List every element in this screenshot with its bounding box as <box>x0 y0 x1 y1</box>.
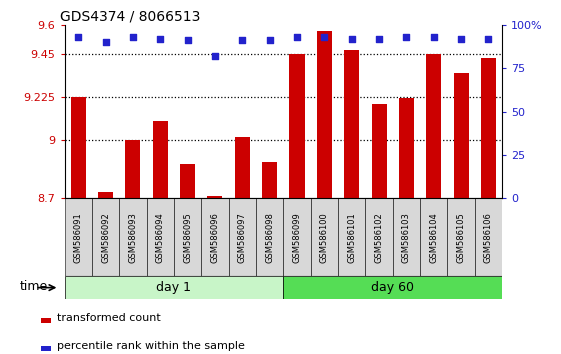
Point <box>320 34 329 40</box>
Bar <box>311 198 338 276</box>
Bar <box>481 58 496 198</box>
Text: GSM586093: GSM586093 <box>128 212 137 263</box>
Bar <box>283 276 502 299</box>
Bar <box>119 198 146 276</box>
Bar <box>234 137 250 198</box>
Text: GSM586106: GSM586106 <box>484 212 493 263</box>
Text: GSM586095: GSM586095 <box>183 212 192 263</box>
Point <box>101 39 110 45</box>
Text: GSM586104: GSM586104 <box>429 212 438 263</box>
Bar <box>153 121 168 198</box>
Text: GDS4374 / 8066513: GDS4374 / 8066513 <box>60 10 200 24</box>
Point <box>210 53 219 59</box>
Point <box>347 36 356 41</box>
Point <box>292 34 301 40</box>
Point <box>73 34 82 40</box>
Bar <box>201 198 229 276</box>
Text: GSM586099: GSM586099 <box>292 212 301 263</box>
Bar <box>393 198 420 276</box>
Text: GSM586101: GSM586101 <box>347 212 356 263</box>
Bar <box>371 104 387 198</box>
Bar <box>453 73 468 198</box>
Bar <box>365 198 393 276</box>
Text: GSM586102: GSM586102 <box>375 212 384 263</box>
Text: GSM586100: GSM586100 <box>320 212 329 263</box>
Text: GSM586103: GSM586103 <box>402 212 411 263</box>
Text: GSM586092: GSM586092 <box>101 212 110 263</box>
Bar <box>65 276 283 299</box>
Bar <box>475 198 502 276</box>
Bar <box>41 346 52 352</box>
Bar <box>71 97 86 198</box>
Bar <box>92 198 119 276</box>
Point <box>128 34 137 40</box>
Bar <box>338 198 365 276</box>
Point <box>457 36 466 41</box>
Point <box>238 38 247 43</box>
Point <box>402 34 411 40</box>
Text: GSM586094: GSM586094 <box>156 212 165 263</box>
Text: GSM586098: GSM586098 <box>265 212 274 263</box>
Text: GSM586097: GSM586097 <box>238 212 247 263</box>
Bar <box>399 98 414 198</box>
Bar <box>125 141 140 198</box>
Bar <box>262 162 277 198</box>
Bar <box>65 198 92 276</box>
Point <box>265 38 274 43</box>
Text: GSM586096: GSM586096 <box>210 212 219 263</box>
Bar <box>283 198 311 276</box>
Text: day 60: day 60 <box>371 281 414 294</box>
Text: GSM586091: GSM586091 <box>73 212 82 263</box>
Bar <box>256 198 283 276</box>
Bar <box>41 318 52 323</box>
Bar <box>448 198 475 276</box>
Point <box>429 34 438 40</box>
Point <box>375 36 384 41</box>
Text: transformed count: transformed count <box>57 313 161 323</box>
Bar <box>174 198 201 276</box>
Bar <box>98 193 113 198</box>
Text: time: time <box>19 280 48 293</box>
Bar <box>146 198 174 276</box>
Bar <box>426 54 442 198</box>
Bar <box>208 196 223 198</box>
Bar <box>180 164 195 198</box>
Bar <box>289 54 305 198</box>
Bar <box>344 50 359 198</box>
Point <box>156 36 165 41</box>
Text: day 1: day 1 <box>157 281 191 294</box>
Bar <box>317 30 332 198</box>
Bar <box>229 198 256 276</box>
Bar <box>420 198 448 276</box>
Text: percentile rank within the sample: percentile rank within the sample <box>57 341 245 351</box>
Point <box>183 38 192 43</box>
Point <box>484 36 493 41</box>
Text: GSM586105: GSM586105 <box>457 212 466 263</box>
